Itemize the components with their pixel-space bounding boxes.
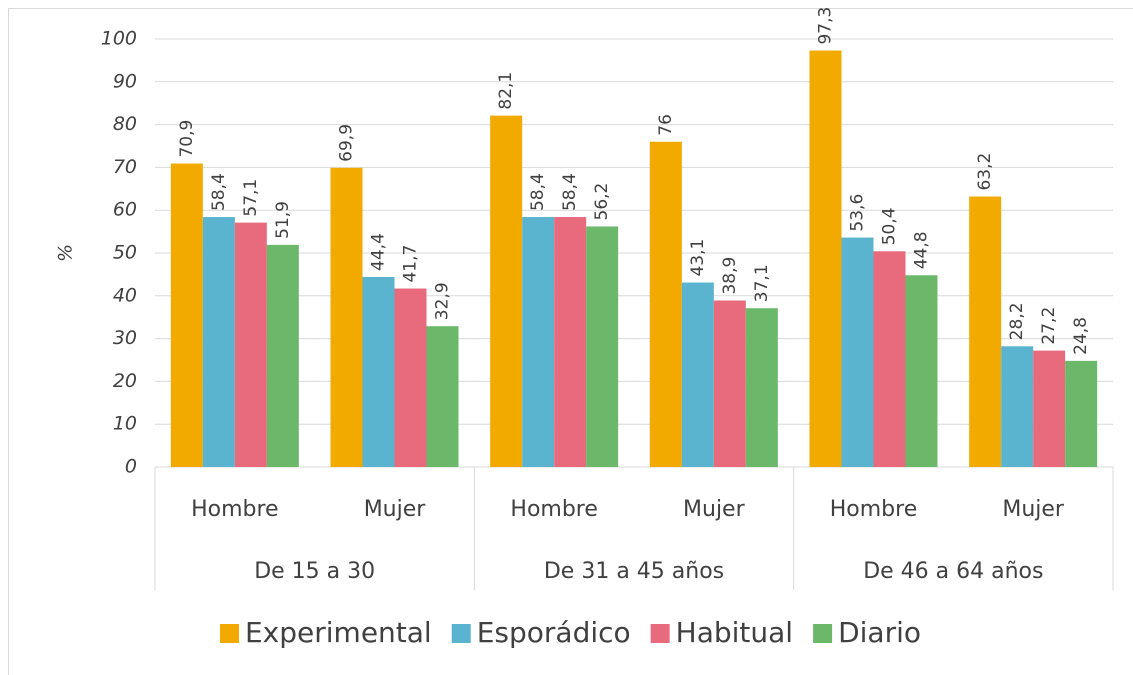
bar	[266, 244, 299, 467]
data-label: 38,9	[720, 257, 740, 295]
y-tick-label: 30	[113, 327, 137, 349]
data-label: 37,1	[752, 264, 772, 302]
data-label: 97,3	[816, 7, 836, 45]
data-label: 44,4	[369, 233, 389, 271]
data-label: 58,4	[560, 173, 580, 211]
legend-swatch	[813, 624, 833, 643]
data-label: 76	[656, 114, 676, 136]
x-tick-label: Mujer	[1002, 497, 1065, 522]
data-label: 27,2	[1039, 307, 1059, 345]
bar	[490, 115, 523, 467]
y-tick-label: 90	[113, 70, 137, 92]
bar	[426, 326, 459, 467]
data-label: 69,9	[337, 124, 357, 162]
bar	[330, 167, 363, 467]
bar	[234, 222, 267, 467]
x-tick-label: Hombre	[830, 497, 918, 522]
data-label: 58,4	[528, 173, 548, 211]
data-label: 53,6	[848, 194, 868, 232]
y-tick-label: 40	[113, 284, 137, 306]
x-tick-label: Hombre	[191, 497, 279, 522]
data-label: 63,2	[975, 153, 995, 191]
y-tick-label: 10	[113, 413, 137, 435]
data-label: 56,2	[592, 183, 612, 221]
y-tick-label: 80	[113, 113, 137, 135]
y-tick-label: 0	[125, 456, 137, 478]
bar	[1033, 350, 1066, 467]
y-tick-label: 20	[113, 370, 137, 392]
x-tick-label: Hombre	[510, 497, 598, 522]
legend-label: Habitual	[676, 616, 793, 649]
bar	[394, 288, 427, 467]
y-tick-label: 100	[101, 28, 137, 50]
data-label: 51,9	[273, 201, 293, 239]
legend-swatch	[451, 624, 471, 643]
legend-label: Esporádico	[477, 616, 631, 649]
data-label: 57,1	[241, 179, 261, 217]
bar	[905, 275, 938, 467]
bar	[554, 217, 587, 467]
bar	[1001, 346, 1034, 467]
legend-swatch	[650, 624, 670, 643]
data-label: 41,7	[401, 245, 421, 283]
legend-label: Experimental	[245, 616, 432, 649]
data-label: 24,8	[1071, 317, 1091, 355]
data-label: 32,9	[433, 282, 453, 320]
group-label: De 15 a 30	[254, 559, 375, 584]
data-label: 82,1	[496, 72, 516, 110]
data-label: 44,8	[912, 231, 932, 269]
bar	[713, 300, 746, 467]
bar	[586, 226, 619, 467]
group-label: De 46 a 64 años	[863, 559, 1043, 584]
bar	[202, 217, 235, 467]
y-tick-label: 50	[113, 242, 137, 264]
y-tick-label: 70	[113, 156, 137, 178]
x-tick-label: Mujer	[364, 497, 427, 522]
y-tick-label: 60	[113, 199, 137, 221]
x-tick-label: Mujer	[683, 497, 746, 522]
bar	[649, 141, 682, 467]
data-label: 43,1	[688, 239, 708, 277]
bar	[522, 217, 555, 467]
data-label: 58,4	[209, 173, 229, 211]
data-label: 28,2	[1007, 302, 1027, 340]
data-label: 50,4	[880, 207, 900, 245]
bar	[873, 251, 906, 467]
bar	[745, 308, 778, 467]
chart-border	[8, 8, 1133, 675]
bar	[809, 50, 842, 467]
legend: Experimental Esporádico Habitual Diario	[219, 616, 921, 649]
bar	[170, 163, 203, 467]
data-label: 70,9	[177, 120, 197, 158]
group-label: De 31 a 45 años	[544, 559, 724, 584]
bar	[841, 237, 874, 467]
legend-swatch	[219, 624, 239, 643]
bar	[1065, 360, 1098, 467]
bar	[362, 276, 395, 467]
bar	[681, 282, 714, 467]
y-axis-label: %	[55, 244, 77, 262]
legend-label: Diario	[838, 616, 921, 649]
bar	[969, 196, 1002, 467]
